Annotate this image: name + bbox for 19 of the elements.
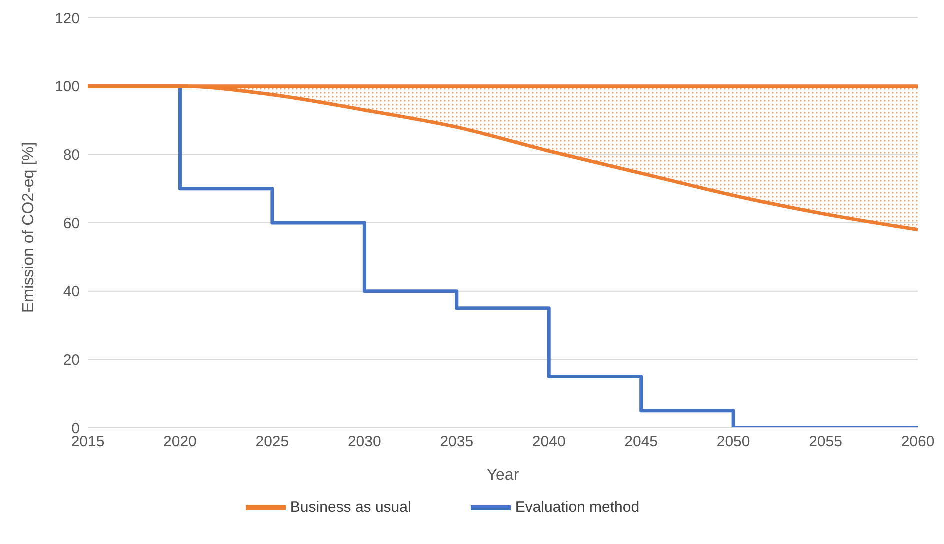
x-tick-label: 2040 xyxy=(532,434,566,451)
x-axis-title: Year xyxy=(486,467,520,484)
y-tick-label: 40 xyxy=(63,284,80,301)
y-tick-label: 80 xyxy=(63,146,80,164)
x-tick-label: 2050 xyxy=(716,434,750,451)
x-tick-label: 2035 xyxy=(440,434,474,451)
x-tick-label: 2030 xyxy=(348,434,382,451)
y-axis-title: Emission of CO2-eq [%] xyxy=(20,142,38,313)
x-tick-label: 2055 xyxy=(809,434,842,451)
x-tick-label: 2025 xyxy=(256,434,290,451)
legend-label: Business as usual xyxy=(290,498,412,516)
y-tick-label: 100 xyxy=(54,78,80,96)
y-tick-label: 20 xyxy=(63,352,80,369)
y-tick-label: 60 xyxy=(63,215,80,232)
y-tick-label: 120 xyxy=(54,10,80,28)
x-tick-label: 2060 xyxy=(901,434,935,451)
x-tick-label: 2045 xyxy=(624,434,658,451)
legend-label: Evaluation method xyxy=(515,498,640,516)
x-tick-label: 2020 xyxy=(164,434,197,451)
